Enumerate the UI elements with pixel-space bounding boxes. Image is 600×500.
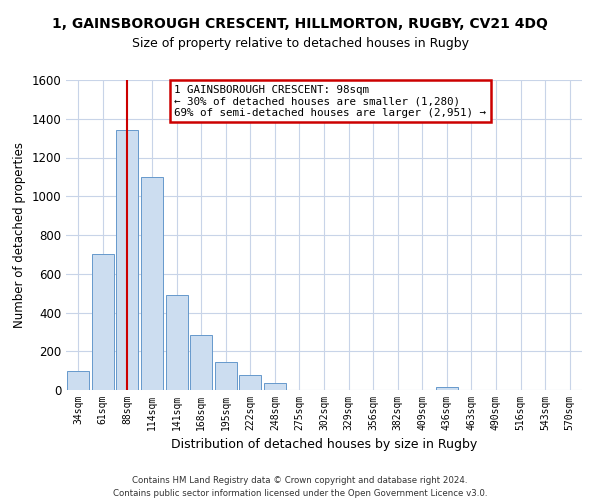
Bar xyxy=(436,387,458,390)
Text: Size of property relative to detached houses in Rugby: Size of property relative to detached ho… xyxy=(131,38,469,51)
Bar xyxy=(67,370,89,390)
Bar xyxy=(215,362,237,390)
Bar xyxy=(264,383,286,390)
Text: 1, GAINSBOROUGH CRESCENT, HILLMORTON, RUGBY, CV21 4DQ: 1, GAINSBOROUGH CRESCENT, HILLMORTON, RU… xyxy=(52,18,548,32)
Bar xyxy=(92,254,114,390)
Bar xyxy=(141,177,163,390)
Y-axis label: Number of detached properties: Number of detached properties xyxy=(13,142,26,328)
X-axis label: Distribution of detached houses by size in Rugby: Distribution of detached houses by size … xyxy=(171,438,477,452)
Bar xyxy=(239,374,262,390)
Text: 1 GAINSBOROUGH CRESCENT: 98sqm
← 30% of detached houses are smaller (1,280)
69% : 1 GAINSBOROUGH CRESCENT: 98sqm ← 30% of … xyxy=(175,84,487,118)
Bar xyxy=(190,335,212,390)
Text: Contains HM Land Registry data © Crown copyright and database right 2024.
Contai: Contains HM Land Registry data © Crown c… xyxy=(113,476,487,498)
Bar xyxy=(116,130,139,390)
Bar xyxy=(166,295,188,390)
